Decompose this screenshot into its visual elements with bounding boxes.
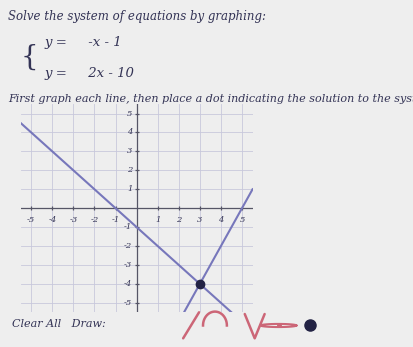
Text: y =: y =	[44, 67, 67, 80]
Text: 5: 5	[239, 216, 244, 224]
Text: 4: 4	[127, 128, 132, 136]
Text: -4: -4	[124, 280, 132, 288]
Text: -1: -1	[111, 216, 119, 224]
Text: 3: 3	[127, 147, 132, 155]
Text: 2: 2	[176, 216, 181, 224]
Text: -1: -1	[124, 223, 132, 231]
Text: -2: -2	[124, 242, 132, 250]
Text: 5: 5	[127, 110, 132, 118]
Text: -4: -4	[48, 216, 56, 224]
Text: -3: -3	[124, 261, 132, 269]
Text: {: {	[20, 44, 38, 71]
Text: y =: y =	[44, 36, 67, 49]
Text: 1: 1	[154, 216, 160, 224]
Text: -2: -2	[90, 216, 98, 224]
Text: 1: 1	[127, 185, 132, 193]
Text: -5: -5	[27, 216, 35, 224]
Text: 4: 4	[218, 216, 223, 224]
Text: -x - 1: -x - 1	[83, 36, 121, 49]
Text: 3: 3	[197, 216, 202, 224]
Text: 2x - 10: 2x - 10	[83, 67, 133, 80]
Text: Solve the system of equations by graphing:: Solve the system of equations by graphin…	[8, 10, 266, 23]
Text: -5: -5	[124, 299, 132, 307]
Text: Clear All   Draw:: Clear All Draw:	[12, 320, 106, 329]
Text: 2: 2	[127, 166, 132, 174]
Text: First graph each line, then place a dot indicating the solution to the system.: First graph each line, then place a dot …	[8, 94, 413, 104]
Text: -3: -3	[69, 216, 77, 224]
